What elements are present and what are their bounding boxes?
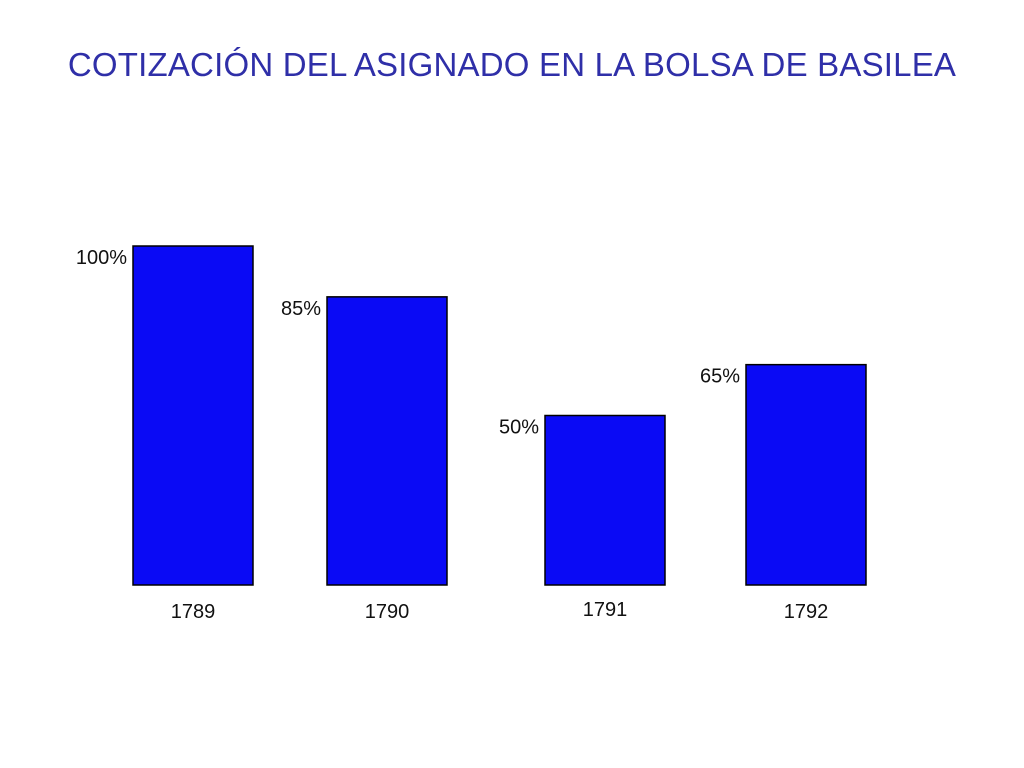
chart-title: COTIZACIÓN DEL ASIGNADO EN LA BOLSA DE B… (67, 46, 957, 83)
category-label-1789: 1789 (171, 601, 216, 623)
bar-1792 (745, 363, 867, 586)
bar-1789 (132, 245, 254, 586)
bar-1790 (326, 296, 448, 586)
value-label-1791: 50% (499, 417, 539, 439)
value-label-1790: 85% (281, 298, 321, 320)
category-label-1791: 1791 (583, 599, 628, 621)
value-label-1792: 65% (700, 366, 740, 388)
value-label-1789: 100% (76, 247, 127, 269)
category-label-1792: 1792 (784, 601, 829, 623)
bar-1791 (544, 414, 666, 586)
category-label-1790: 1790 (365, 601, 410, 623)
